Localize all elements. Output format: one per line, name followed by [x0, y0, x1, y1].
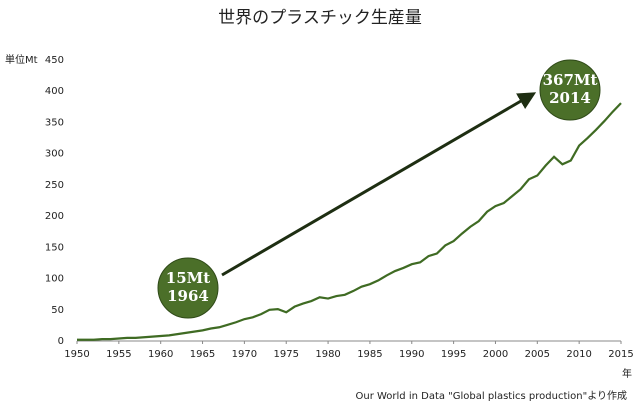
annotation-text: 2014	[549, 89, 591, 107]
x-tick-label: 1955	[106, 349, 131, 360]
x-tick-label: 1980	[315, 349, 340, 360]
x-tick-label: 1995	[441, 349, 466, 360]
source: Our World in Data "Global plastics produ…	[355, 390, 627, 402]
y-tick-label: 400	[45, 86, 64, 97]
x-tick-label: 1950	[64, 349, 89, 360]
data-line	[77, 102, 622, 341]
y-tick-label: 350	[45, 117, 64, 128]
arrow	[221, 92, 537, 277]
annotation-text: 367Mt	[543, 71, 598, 89]
x-tick-label: 1965	[190, 349, 215, 360]
y-tick-label: 50	[51, 305, 64, 316]
x-tick-label: 2015	[608, 349, 633, 360]
annotation-bubble	[157, 257, 219, 319]
annotation-text: 1964	[167, 287, 209, 305]
x-tick-label: 2005	[525, 349, 550, 360]
x-tick-label: 1985	[357, 349, 382, 360]
y-tick-label: 150	[45, 242, 64, 253]
y-tick-label: 100	[45, 274, 64, 285]
y-tick-label: 0	[58, 336, 64, 347]
x-tick-label: 1970	[232, 349, 257, 360]
x-tick-label: 1975	[274, 349, 299, 360]
x-tick-label: 1960	[148, 349, 173, 360]
x-tick-label: 2000	[483, 349, 508, 360]
x-tick-label: 1990	[399, 349, 424, 360]
y-tick-label: 250	[45, 180, 64, 191]
y-axis-label: 単位Mt	[5, 53, 38, 66]
y-tick-label: 200	[45, 211, 64, 222]
y-tick-label: 450	[45, 55, 64, 66]
x-tick-label: 2010	[566, 349, 591, 360]
annotation-text: 15Mt	[166, 269, 210, 287]
annotation-bubble	[539, 59, 601, 121]
y-tick-label: 300	[45, 149, 64, 160]
chart-title: 世界のプラスチック生産量	[218, 8, 422, 28]
x-axis-label: 年	[622, 367, 632, 380]
